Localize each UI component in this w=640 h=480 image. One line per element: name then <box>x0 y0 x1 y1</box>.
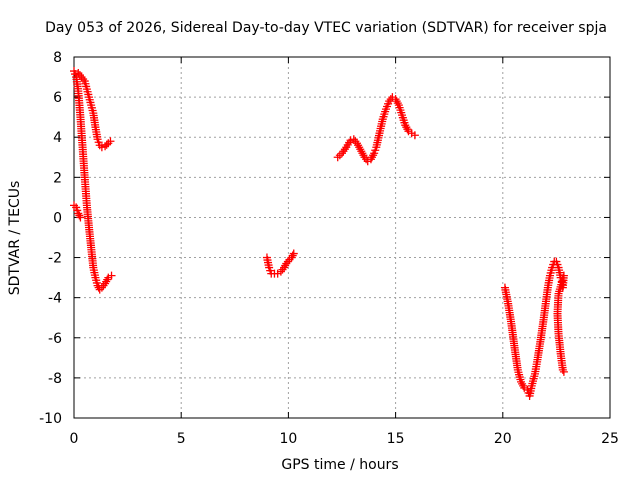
data-point <box>76 213 85 222</box>
data-point-fill <box>393 99 402 108</box>
data-point-fill <box>102 277 111 286</box>
data-point-fill <box>103 275 112 284</box>
y-tick-label: 6 <box>53 90 62 106</box>
data-point <box>287 253 296 262</box>
data-point-fill <box>392 97 401 106</box>
y-tick-label: 8 <box>53 50 62 66</box>
x-tick-label: 10 <box>279 431 297 447</box>
data-point <box>401 121 410 130</box>
y-tick-label: -10 <box>39 411 62 427</box>
data-point <box>333 153 342 162</box>
x-axis-label: GPS time / hours <box>281 457 398 473</box>
data-point-fill <box>288 251 297 260</box>
data-point <box>97 283 106 292</box>
data-point-fill <box>368 153 377 162</box>
data-point <box>282 259 291 268</box>
data-point <box>391 95 400 104</box>
x-tick-label: 15 <box>387 431 405 447</box>
data-point-fill <box>283 257 292 266</box>
data-point-fill <box>102 140 111 149</box>
data-point <box>74 209 83 218</box>
data-point-fill <box>351 137 360 146</box>
data-point-fill <box>403 125 412 134</box>
data-point <box>289 249 298 258</box>
data-point <box>357 147 366 156</box>
data-points <box>70 67 568 400</box>
data-point-fill <box>518 379 527 388</box>
data-point <box>77 73 86 82</box>
x-tick-label: 25 <box>601 431 619 447</box>
y-tick-label: -2 <box>48 251 62 267</box>
data-point-fill <box>359 151 368 160</box>
chart-title: Day 053 of 2026, Sidereal Day-to-day VTE… <box>45 20 607 36</box>
x-axis-ticks: 0 5 10 15 20 25 <box>70 57 619 447</box>
grid <box>74 57 610 418</box>
data-point-fill <box>335 151 344 160</box>
data-point-fill <box>355 143 364 152</box>
data-point-fill <box>356 145 365 154</box>
y-tick-label: -8 <box>48 371 62 387</box>
data-point <box>74 69 83 78</box>
y-tick-label: -4 <box>48 291 62 307</box>
y-tick-label: 2 <box>53 170 62 186</box>
data-point <box>338 149 346 158</box>
data-point <box>366 155 375 164</box>
plot-frame <box>73 56 611 419</box>
data-point <box>517 377 526 386</box>
y-tick-label: 0 <box>53 210 62 226</box>
data-point <box>360 153 369 162</box>
data-point <box>280 263 289 272</box>
y-tick-label: -6 <box>48 331 62 347</box>
data-point <box>276 267 285 276</box>
x-tick-label: 0 <box>70 431 79 447</box>
data-point-fill <box>402 123 411 132</box>
data-point-fill <box>339 147 348 156</box>
x-tick-label: 20 <box>494 431 512 447</box>
data-point-fill <box>278 265 287 274</box>
data-point-fill <box>75 71 84 80</box>
data-point <box>559 367 568 376</box>
data-point-fill <box>354 141 363 150</box>
data-point <box>101 279 110 288</box>
y-tick-label: 4 <box>53 130 62 146</box>
y-axis-label: SDTVAR / TECUs <box>7 181 23 296</box>
data-point <box>106 137 115 146</box>
data-point-fill <box>519 381 528 390</box>
data-point-fill <box>281 261 290 270</box>
data-point <box>353 139 362 148</box>
data-point <box>107 271 116 280</box>
data-point <box>558 365 567 374</box>
data-point-fill <box>79 75 88 84</box>
data-point-fill <box>75 211 84 220</box>
data-point <box>385 97 394 106</box>
data-point-fill <box>369 151 378 160</box>
plot-border <box>73 56 611 419</box>
data-point-fill <box>99 281 108 290</box>
data-point <box>410 131 419 140</box>
x-tick-label: 5 <box>177 431 186 447</box>
data-point-fill <box>340 145 349 154</box>
y-axis-ticks: -10 -8 -6 -4 -2 0 2 4 6 8 <box>39 50 610 427</box>
data-point <box>349 135 358 144</box>
data-point-fill <box>358 149 367 158</box>
